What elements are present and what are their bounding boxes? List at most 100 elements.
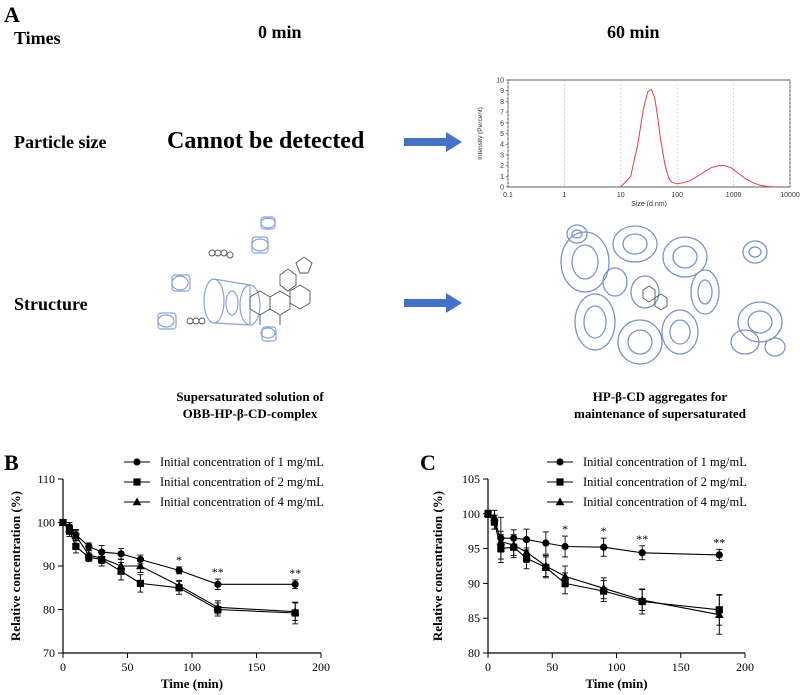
inset-size-distribution-line — [620, 88, 776, 188]
chart-panel-b: 0 50 100 150 200 70 80 90 100 110 Time (min) Relati… — [8, 455, 330, 691]
data-point-circle — [715, 551, 723, 559]
legend-label: Initial concentration of 1 mg/mL — [160, 455, 324, 469]
y-tick-label: 100 — [462, 507, 480, 521]
data-point-circle — [117, 550, 125, 558]
data-point-triangle — [637, 595, 647, 604]
legend-marker-square — [556, 478, 564, 486]
inset-y-tick-label: 5 — [500, 131, 504, 138]
significance-marker: * — [562, 522, 568, 536]
legend-label: Initial concentration of 4 mg/mL — [583, 495, 747, 509]
series-line-triangle — [487, 513, 720, 616]
legend-label: Initial concentration of 2 mg/mL — [160, 475, 324, 489]
inset-y-tick-label: 2 — [500, 163, 504, 170]
particle-size-chart: 0.1 1 10 100 1000 10000 0 1 2 3 4 5 6 7 8 9 10 Size (d.nm… — [477, 78, 800, 208]
x-tick-label: 150 — [672, 660, 690, 674]
data-point-triangle — [483, 509, 493, 518]
data-point-triangle — [84, 550, 94, 559]
col-head-0min: 0 min — [258, 22, 302, 42]
x-tick-label: 100 — [183, 660, 201, 674]
data-point-triangle — [560, 571, 570, 580]
x-tick-label: 200 — [736, 660, 754, 674]
data-point-triangle — [509, 540, 518, 549]
chart-panel-c: 0 50 100 150 200 80 85 90 95 100 105 Time (min) Rela… — [430, 455, 754, 691]
inset-y-tick-label: 3 — [500, 152, 504, 159]
structure-label: Structure — [14, 294, 88, 314]
data-point-triangle — [290, 607, 300, 615]
cannot-be-detected-text: Cannot be detected — [167, 128, 365, 154]
data-point-circle — [214, 580, 222, 588]
y-tick-label: 85 — [468, 611, 480, 625]
data-point-triangle — [97, 553, 106, 562]
data-point-triangle — [136, 561, 145, 570]
legend-label: Initial concentration of 4 mg/mL — [160, 495, 324, 509]
inset-x-tick-label: 1 — [562, 192, 566, 199]
data-point-circle — [85, 542, 93, 551]
legend-marker-square — [133, 478, 141, 486]
caption-right-line-2: maintenance of supersaturated — [574, 406, 746, 421]
inset-y-tick-label: 9 — [500, 88, 504, 95]
y-tick-label: 105 — [462, 472, 480, 486]
obb-hp-b-cd-complex-illustration — [157, 216, 313, 342]
significance-marker: ** — [713, 535, 725, 549]
inset-y-tick-label: 10 — [496, 78, 504, 85]
significance-marker: ** — [636, 532, 648, 546]
data-point-triangle — [116, 561, 126, 570]
inset-y-tick-label: 0 — [500, 185, 504, 192]
particle-size-label: Particle size — [14, 132, 107, 152]
inset-y-tick-label: 1 — [500, 174, 504, 181]
x-tick-label: 50 — [546, 660, 558, 674]
x-tick-label: 200 — [312, 660, 330, 674]
x-tick-label: 150 — [248, 660, 266, 674]
data-point-circle — [600, 543, 608, 551]
y-tick-label: 70 — [43, 646, 55, 660]
data-point-triangle — [65, 524, 74, 533]
significance-marker: * — [176, 553, 182, 567]
x-axis-label: Time (min) — [585, 676, 647, 691]
times-label: Times — [14, 28, 61, 48]
panel-b-letter: B — [4, 450, 19, 475]
data-point-triangle — [71, 531, 81, 539]
y-tick-label: 80 — [468, 646, 480, 660]
legend-marker-circle — [556, 458, 564, 466]
data-point-triangle — [715, 610, 724, 619]
series-line-square — [487, 513, 720, 611]
caption-left: Supersaturated solution of OBB-HP-β-CD-c… — [150, 388, 350, 422]
panel-c-letter: C — [420, 450, 436, 475]
y-tick-label: 90 — [43, 559, 55, 573]
legend-label: Initial concentration of 1 mg/mL — [583, 455, 747, 469]
x-axis-label: Time (min) — [161, 676, 223, 691]
legend-marker-triangle — [132, 497, 142, 506]
data-point-circle — [291, 580, 299, 588]
data-point-triangle — [541, 561, 551, 570]
inset-x-tick-label: 1000 — [726, 192, 742, 199]
data-point-triangle — [58, 518, 68, 526]
legend-marker-circle — [133, 458, 141, 466]
inset-x-tick-label: 100 — [671, 192, 683, 199]
legend-marker-triangle — [555, 497, 565, 506]
data-point-circle — [561, 542, 569, 551]
y-tick-label: 95 — [468, 542, 480, 556]
inset-x-tick-label: 10000 — [780, 192, 800, 199]
inset-y-tick-label: 7 — [500, 110, 504, 117]
data-point-triangle — [599, 583, 608, 592]
caption-left-line-2: OBB-HP-β-CD-complex — [182, 406, 318, 421]
significance-marker: ** — [289, 566, 301, 580]
data-point-triangle — [496, 537, 506, 545]
hp-b-cd-aggregates-illustration — [560, 224, 786, 365]
data-point-circle — [542, 539, 550, 547]
caption-left-line-1: Supersaturated solution of — [176, 389, 324, 404]
x-tick-label: 0 — [485, 660, 491, 674]
significance-marker: * — [601, 524, 607, 538]
y-axis-label: Relative concentration (%) — [430, 491, 445, 641]
arrow-right-icon — [404, 132, 462, 152]
inset-y-axis-label: Intensity (Percent) — [477, 107, 484, 160]
caption-right-line-1: HP-β-CD aggregates for — [592, 389, 728, 404]
inset-y-tick-label: 6 — [500, 120, 504, 127]
col-head-60min: 60 min — [607, 22, 660, 42]
panel-a-letter: A — [4, 2, 20, 27]
y-tick-label: 110 — [37, 472, 55, 486]
data-point-square — [136, 579, 144, 587]
significance-marker: ** — [212, 565, 224, 579]
inset-x-tick-label: 0.1 — [503, 192, 513, 199]
y-tick-label: 90 — [468, 576, 480, 590]
